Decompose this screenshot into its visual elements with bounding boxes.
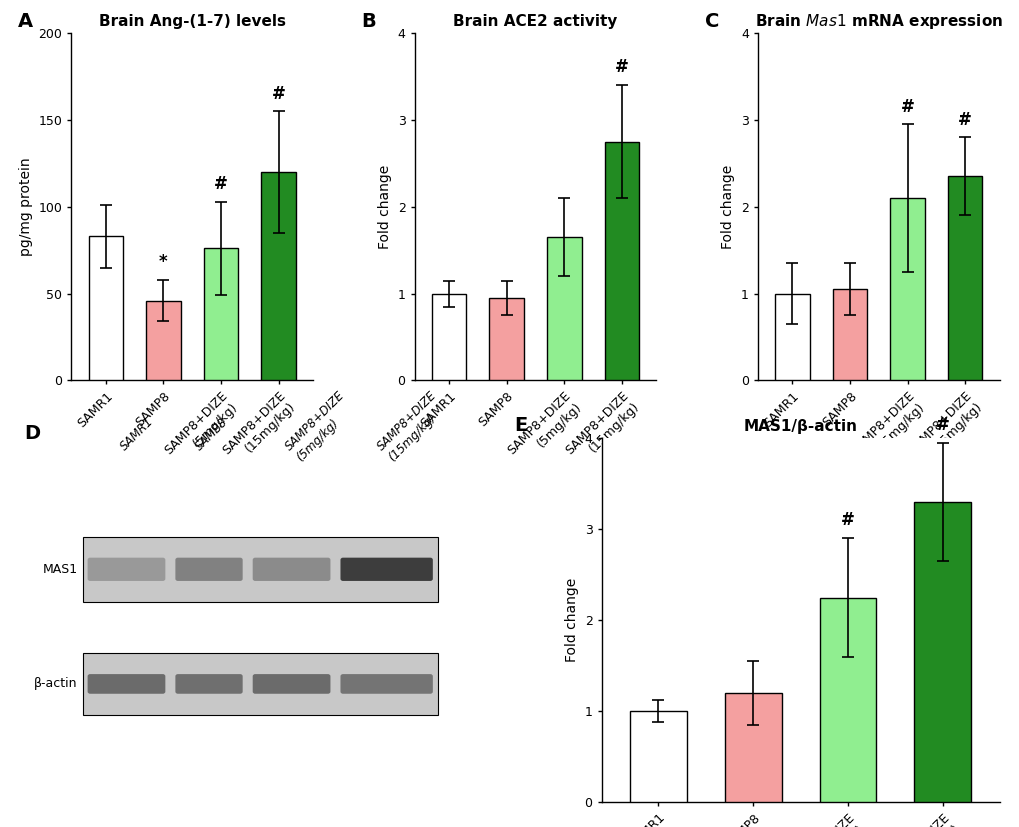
- Text: C: C: [704, 12, 718, 31]
- Title: Brain $\mathit{Mas1}$ mRNA expression: Brain $\mathit{Mas1}$ mRNA expression: [754, 12, 1002, 31]
- Text: #: #: [271, 84, 285, 103]
- FancyBboxPatch shape: [253, 674, 330, 694]
- Bar: [604, 141, 639, 380]
- Y-axis label: Fold change: Fold change: [565, 578, 579, 662]
- Bar: [83, 653, 437, 715]
- Text: #: #: [614, 59, 628, 77]
- Bar: [546, 237, 581, 380]
- Bar: [774, 294, 809, 380]
- FancyBboxPatch shape: [253, 557, 330, 581]
- Text: B: B: [361, 12, 376, 31]
- Text: #: #: [214, 174, 228, 193]
- Text: *: *: [159, 253, 168, 271]
- Bar: [431, 294, 466, 380]
- Text: #: #: [957, 111, 971, 129]
- Text: β-actin: β-actin: [34, 677, 77, 691]
- FancyBboxPatch shape: [340, 674, 432, 694]
- FancyBboxPatch shape: [175, 557, 243, 581]
- Bar: [947, 176, 981, 380]
- Title: MAS1/β-actin: MAS1/β-actin: [743, 419, 857, 434]
- FancyBboxPatch shape: [88, 557, 165, 581]
- Bar: [83, 537, 437, 602]
- Text: D: D: [24, 423, 40, 442]
- Text: A: A: [18, 12, 34, 31]
- Text: SAMP8+DIZE
(5mg/kg): SAMP8+DIZE (5mg/kg): [283, 389, 358, 464]
- Y-axis label: Fold change: Fold change: [378, 165, 391, 249]
- Bar: [89, 237, 123, 380]
- Title: Brain Ang-(1-7) levels: Brain Ang-(1-7) levels: [99, 14, 285, 29]
- Bar: [832, 289, 866, 380]
- Text: SAMP8+DIZE
(15mg/kg): SAMP8+DIZE (15mg/kg): [375, 389, 449, 464]
- Bar: [146, 300, 180, 380]
- FancyBboxPatch shape: [88, 674, 165, 694]
- Text: E: E: [514, 417, 527, 436]
- Text: #: #: [900, 98, 914, 116]
- Bar: [261, 172, 296, 380]
- Text: SAMP8: SAMP8: [194, 415, 230, 453]
- Bar: [818, 597, 875, 802]
- Text: #: #: [841, 511, 854, 529]
- Text: MAS1: MAS1: [43, 563, 77, 576]
- Text: #: #: [934, 416, 949, 433]
- Bar: [890, 198, 924, 380]
- Bar: [913, 502, 970, 802]
- Bar: [630, 711, 686, 802]
- FancyBboxPatch shape: [340, 557, 432, 581]
- Bar: [489, 298, 524, 380]
- Y-axis label: Fold change: Fold change: [720, 165, 735, 249]
- Title: Brain ACE2 activity: Brain ACE2 activity: [452, 14, 618, 29]
- FancyBboxPatch shape: [175, 674, 243, 694]
- Bar: [204, 248, 238, 380]
- Y-axis label: pg/mg protein: pg/mg protein: [19, 157, 33, 256]
- Bar: [725, 693, 781, 802]
- Text: SAMR1: SAMR1: [118, 414, 156, 453]
